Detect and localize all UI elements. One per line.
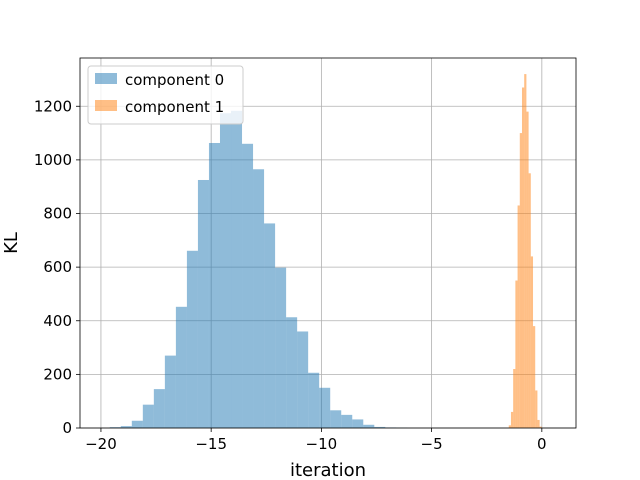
histogram-bar-component-1: [508, 425, 511, 428]
histogram-bar-component-0: [175, 306, 187, 428]
histogram-bar-component-0: [142, 404, 154, 428]
histogram-bar-component-0: [164, 355, 176, 428]
y-axis-label: KL: [1, 232, 22, 254]
histogram-bar-component-0: [374, 426, 386, 428]
axis-ticks: −20 −15 −10 −5 0 0 200 400 600 800 1000 1200: [34, 97, 547, 453]
y-tick-label: 400: [43, 312, 72, 330]
histogram-bar-component-0: [330, 410, 342, 428]
legend-box: [87, 65, 244, 125]
y-tick-label: 0: [62, 419, 72, 437]
legend-swatch-component-0: [95, 73, 117, 84]
legend-label-component-1: component 1: [125, 98, 224, 116]
y-tick-label: 200: [43, 365, 72, 383]
histogram-bar-component-0: [153, 389, 165, 428]
histogram-bar-component-1: [533, 326, 536, 428]
histogram-bar-component-0: [275, 267, 287, 428]
histogram-bar-component-0: [297, 331, 309, 428]
histogram-bar-component-0: [253, 169, 265, 428]
plot-frame: [79, 57, 577, 429]
x-tick-label: −15: [195, 435, 227, 453]
histogram-bar-component-1: [530, 256, 534, 428]
histogram-bar-component-1: [513, 369, 516, 428]
x-axis-label: iteration: [290, 460, 366, 480]
x-tick-label: −5: [421, 435, 443, 453]
histogram-bar-component-0: [341, 414, 353, 428]
histogram-bar-component-0: [352, 419, 364, 428]
histogram-bar-component-1: [526, 111, 529, 428]
histogram-bar-component-0: [319, 387, 331, 428]
histogram-bar-component-1: [537, 419, 540, 428]
legend-swatch-component-1: [95, 100, 117, 111]
histogram-bar-component-1: [528, 173, 531, 428]
x-tick-label: −20: [85, 435, 117, 453]
histogram-bar-component-0: [131, 420, 143, 428]
histogram-bar-component-0: [264, 223, 276, 428]
histogram-bar-component-1: [517, 205, 520, 428]
histogram-bar-component-0: [197, 179, 209, 428]
histogram-bar-component-0: [286, 317, 298, 428]
histogram-bar-component-0: [219, 113, 232, 429]
x-tick-label: 0: [537, 435, 547, 453]
histogram-bar-component-0: [308, 372, 320, 428]
x-tick-label: −10: [306, 435, 338, 453]
y-tick-label: 600: [43, 258, 72, 276]
legend: component 0 component 1: [87, 65, 244, 125]
histogram-bar-component-1: [521, 87, 525, 429]
legend-label-component-0: component 0: [125, 71, 224, 89]
histogram-bar-component-0: [242, 143, 254, 428]
histogram-bar-component-1: [539, 426, 542, 428]
histogram-bar-component-1: [515, 280, 518, 428]
histogram-bar-component-1: [535, 390, 538, 428]
y-tick-label: 1200: [34, 97, 72, 115]
y-tick-label: 1000: [34, 151, 72, 169]
histogram-bars: [109, 74, 542, 429]
histogram-bar-component-0: [109, 427, 121, 428]
histogram-bar-component-0: [231, 110, 243, 428]
histogram-bar-component-1: [519, 133, 522, 429]
histogram-bar-component-1: [510, 411, 514, 428]
histogram-bar-component-0: [363, 424, 375, 428]
histogram-bar-component-0: [120, 426, 132, 428]
histogram-bar-component-0: [208, 142, 220, 429]
histogram-bar-component-0: [186, 250, 198, 428]
histogram-bar-component-1: [524, 74, 527, 428]
y-tick-label: 800: [43, 205, 72, 223]
